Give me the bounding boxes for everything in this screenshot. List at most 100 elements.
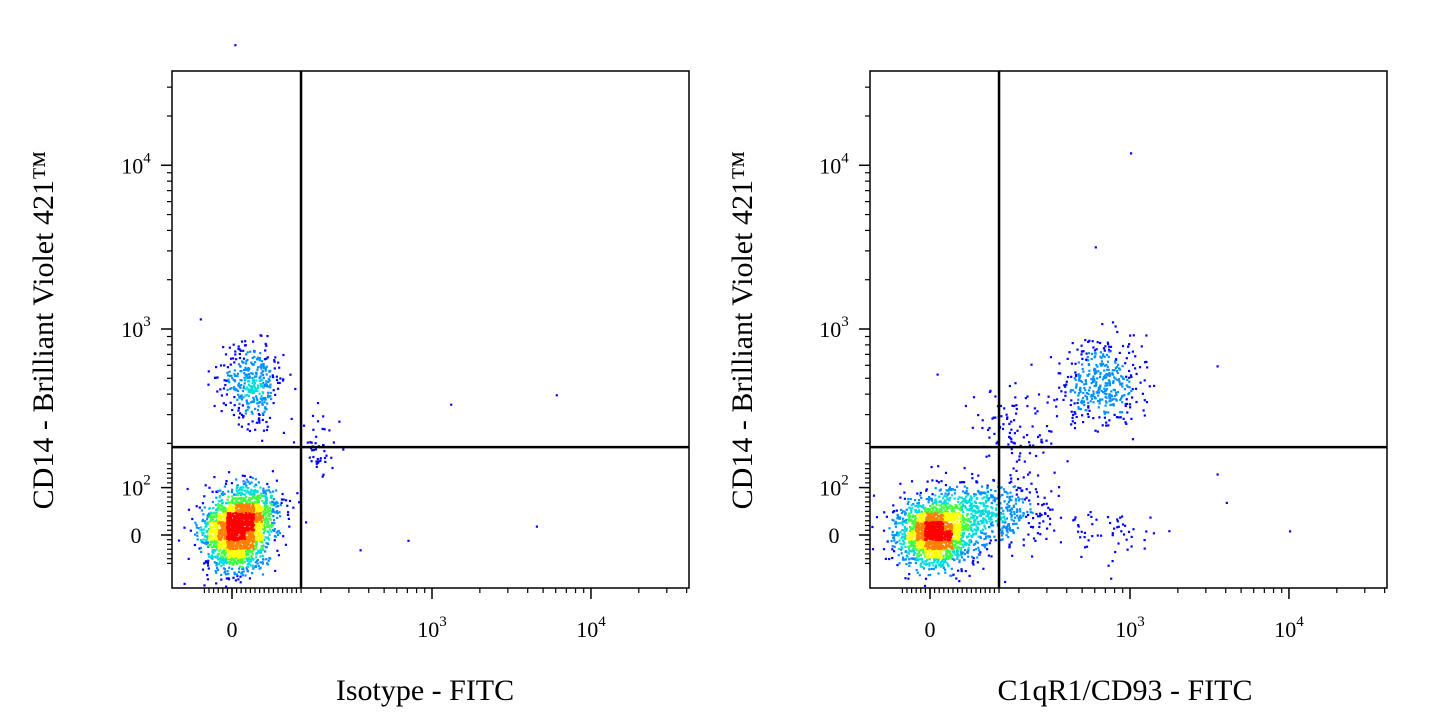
- event-dot: [986, 505, 989, 508]
- event-dot: [912, 538, 915, 541]
- event-dot: [933, 555, 936, 558]
- event-dot: [1121, 365, 1124, 368]
- event-dot: [1019, 425, 1022, 428]
- event-dot: [314, 448, 317, 451]
- event-dot: [1100, 389, 1103, 392]
- event-dot: [948, 516, 951, 519]
- event-dot: [254, 561, 257, 564]
- event-dot: [1002, 525, 1005, 528]
- event-dot: [912, 543, 915, 546]
- event-dot: [274, 393, 277, 396]
- event-dot: [1107, 373, 1110, 376]
- event-dot: [927, 519, 930, 522]
- event-dot: [255, 375, 258, 378]
- event-dot: [963, 540, 966, 543]
- event-dot: [208, 515, 211, 518]
- event-dot: [206, 535, 209, 538]
- event-dot: [263, 367, 266, 370]
- event-dot: [203, 534, 206, 538]
- event-dot: [1013, 404, 1016, 408]
- event-dot: [958, 561, 961, 564]
- event-dot: [916, 513, 919, 516]
- event-dot: [944, 539, 947, 542]
- event-dot: [976, 561, 979, 564]
- event-dot: [243, 537, 247, 540]
- event-dot: [947, 505, 950, 508]
- event-dot: [946, 549, 949, 552]
- event-dot: [969, 495, 972, 498]
- event-dot: [255, 397, 258, 400]
- event-dot: [239, 396, 242, 399]
- event-dot: [216, 527, 219, 530]
- event-dot: [987, 428, 990, 432]
- event-dot: [231, 527, 234, 530]
- event-dot: [923, 555, 927, 558]
- event-dot: [913, 525, 916, 528]
- event-dot: [1104, 400, 1107, 403]
- event-dot: [245, 478, 248, 481]
- event-dot: [951, 557, 954, 560]
- event-dot: [1010, 480, 1013, 483]
- event-dot: [234, 509, 237, 512]
- event-dot: [962, 558, 966, 561]
- event-dot: [908, 561, 911, 564]
- event-dot: [931, 553, 934, 556]
- event-dot: [1009, 513, 1012, 516]
- event-dot: [1045, 537, 1048, 540]
- event-dot: [1153, 384, 1156, 387]
- event-dot: [203, 528, 206, 531]
- event-dot: [237, 389, 240, 393]
- event-dot: [263, 511, 266, 514]
- event-dot: [216, 529, 219, 532]
- event-dot: [249, 524, 253, 527]
- event-dot: [919, 553, 922, 557]
- event-dot: [944, 546, 947, 549]
- event-dot: [1040, 438, 1043, 441]
- event-dot: [1117, 363, 1120, 366]
- event-dot: [260, 524, 263, 527]
- event-dot: [251, 376, 254, 380]
- event-dot: [1023, 498, 1026, 501]
- event-dot: [234, 531, 237, 534]
- event-dot: [229, 550, 232, 553]
- event-dot: [256, 409, 260, 412]
- event-dot: [287, 517, 290, 520]
- event-dot: [1013, 419, 1016, 422]
- event-dot: [203, 542, 206, 545]
- event-dot: [967, 492, 970, 495]
- event-dot: [990, 524, 993, 527]
- event-dot: [966, 518, 969, 521]
- event-dot: [272, 501, 275, 504]
- event-dot: [198, 547, 201, 550]
- event-dot: [919, 546, 922, 550]
- event-dot: [1102, 347, 1105, 350]
- event-dot: [244, 481, 247, 484]
- event-dot: [1016, 514, 1019, 517]
- event-dot: [222, 559, 225, 562]
- event-dot: [923, 519, 926, 522]
- event-dot: [1007, 536, 1010, 539]
- event-dot: [966, 487, 969, 490]
- event-dot: [230, 482, 233, 485]
- event-dot: [981, 510, 984, 513]
- event-dot: [238, 385, 241, 388]
- event-dot: [990, 506, 993, 509]
- event-dot: [933, 549, 936, 552]
- event-dot: [1092, 401, 1095, 404]
- event-dot: [265, 496, 268, 500]
- event-dot: [269, 386, 272, 389]
- event-dot: [1216, 473, 1219, 476]
- event-dot: [199, 529, 202, 532]
- event-dot: [894, 520, 897, 523]
- event-dot: [252, 509, 255, 512]
- event-dot: [258, 401, 261, 404]
- event-dot: [203, 562, 206, 565]
- event-dot: [267, 385, 270, 388]
- event-dot: [207, 527, 210, 531]
- event-dot: [982, 567, 985, 570]
- event-dot: [232, 505, 235, 508]
- event-dot: [225, 539, 228, 542]
- event-dot: [246, 408, 249, 411]
- event-dot: [968, 499, 971, 502]
- event-dot: [237, 345, 240, 348]
